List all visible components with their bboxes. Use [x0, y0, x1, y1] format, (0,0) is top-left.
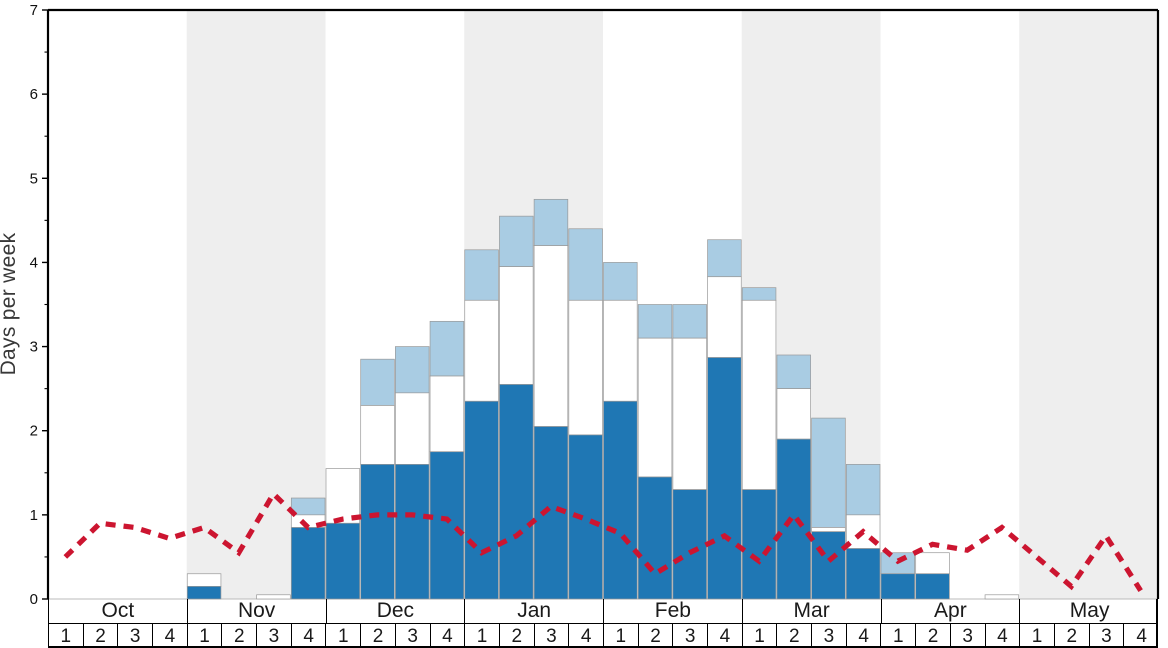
svg-text:5: 5	[30, 170, 38, 187]
svg-text:2: 2	[30, 423, 38, 440]
svg-text:3: 3	[30, 339, 38, 356]
svg-text:4: 4	[30, 254, 38, 271]
svg-text:6: 6	[30, 86, 38, 103]
svg-text:7: 7	[30, 2, 38, 19]
svg-text:1: 1	[30, 507, 38, 524]
